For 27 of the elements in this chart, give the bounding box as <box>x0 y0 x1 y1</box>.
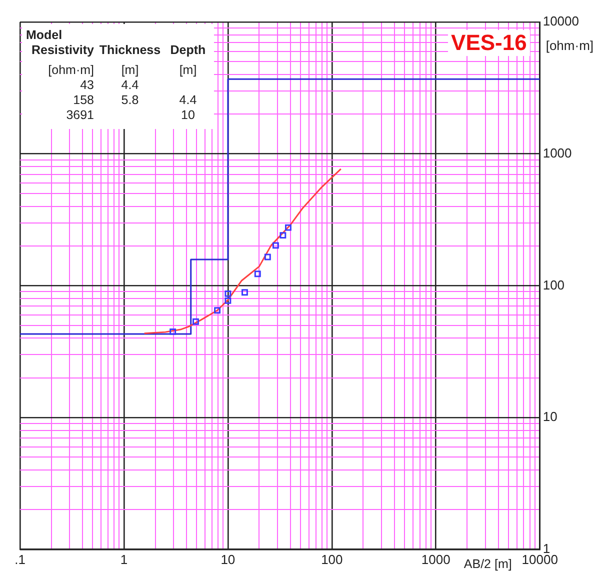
y-tick-label: 10000 <box>542 14 580 29</box>
annotation: 3691 <box>65 108 94 123</box>
x-tick-label: 10 <box>220 552 236 567</box>
annotation: 43 <box>79 78 94 93</box>
chart-title: VES-16 <box>448 30 530 56</box>
annotation: 5.8 <box>120 93 140 108</box>
y-axis-title: [ohm·m] <box>546 38 594 53</box>
annotation: Thickness <box>98 43 162 58</box>
annotation: 4.4 <box>120 78 140 93</box>
annotation: Resistivity <box>30 43 94 58</box>
x-tick-label: 1000 <box>421 552 450 567</box>
annotation: 10 <box>180 108 196 123</box>
y-tick-label: 1 <box>542 540 550 556</box>
annotation: Depth <box>169 43 207 58</box>
annotation: [m] <box>178 63 198 78</box>
y-tick-label: 100 <box>542 277 565 292</box>
x-tick-label: .1 <box>14 552 26 567</box>
y-tick-label: 1000 <box>542 145 572 160</box>
x-tick-label: 100 <box>321 552 343 567</box>
x-axis-title: AB/2 [m] <box>464 557 512 572</box>
annotation: Model <box>26 28 64 43</box>
annotation: [m] <box>120 63 140 78</box>
y-tick-label: 10 <box>542 409 558 424</box>
annotation: [ohm·m] <box>47 63 94 78</box>
annotation: 158 <box>72 93 94 108</box>
annotation: 4.4 <box>178 93 198 108</box>
x-tick-label: 1 <box>120 552 128 567</box>
